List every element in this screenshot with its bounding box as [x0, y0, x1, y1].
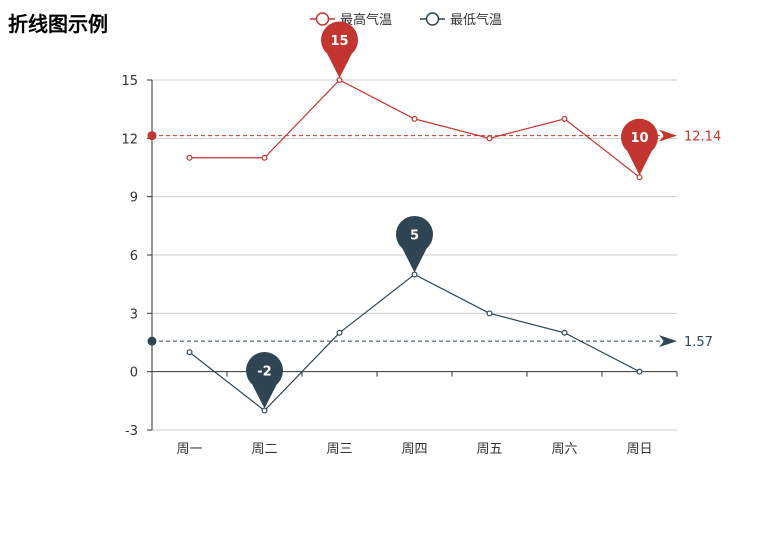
data-point: [186, 349, 193, 356]
axes: -3 0 3 6 9 12 15 周一 周二 周三 周四 周五 周六 周日: [121, 74, 678, 457]
data-point: [261, 407, 268, 414]
series-line-0: [189, 79, 640, 178]
average-mark-lines: 12.14 1.57: [147, 129, 721, 350]
legend: 最高气温 最低气温: [310, 12, 502, 28]
mark-point-label: 15: [330, 34, 348, 49]
y-tick-label: 0: [130, 366, 138, 381]
data-point: [636, 174, 643, 181]
mark-point-pin: [396, 215, 433, 273]
x-tick-label: 周六: [551, 442, 577, 457]
data-point: [336, 329, 343, 336]
legend-marker-1: [425, 12, 440, 26]
data-point: [411, 115, 418, 122]
legend-label-1: 最低气温: [450, 12, 502, 28]
mark-point-pin: [246, 352, 284, 409]
y-tick-label: 15: [121, 74, 138, 89]
mark-point-pin: [321, 21, 359, 78]
y-tick-label: 6: [130, 249, 138, 264]
mark-point-label: 5: [410, 228, 419, 243]
mark-point-pins: 15 10 -2 5: [246, 21, 659, 409]
x-tick-label: 周四: [401, 442, 427, 457]
y-tick-label: 12: [121, 132, 138, 147]
mark-point-label: 10: [630, 131, 648, 146]
data-point: [261, 154, 268, 161]
legend-marker-0: [315, 12, 330, 26]
chart-title: 折线图示例: [8, 12, 108, 36]
x-tick-label: 周日: [626, 442, 652, 457]
data-point: [486, 310, 493, 317]
series-lines: [186, 76, 643, 414]
mark-line-arrow-0: [659, 129, 677, 142]
x-tick-label: 周三: [326, 442, 352, 457]
mark-line-label-1: 1.57: [684, 335, 713, 350]
y-tick-label: 3: [130, 307, 138, 322]
mark-point-pin: [621, 118, 659, 176]
x-tick-label: 周一: [176, 442, 202, 457]
mark-point-label: -2: [257, 365, 271, 380]
data-point: [336, 76, 343, 83]
data-point: [411, 271, 418, 278]
mark-line-arrow-1: [659, 335, 677, 348]
data-point: [486, 135, 493, 142]
data-point: [561, 115, 568, 122]
x-tick-label: 周二: [251, 442, 277, 457]
data-point: [561, 329, 568, 336]
y-tick-label: -3: [125, 424, 138, 439]
data-point: [636, 368, 643, 375]
mark-line-label-0: 12.14: [684, 130, 721, 145]
x-tick-label: 周五: [476, 442, 502, 457]
legend-label-0: 最高气温: [340, 12, 392, 28]
data-point: [186, 154, 193, 161]
y-tick-label: 9: [130, 191, 138, 206]
